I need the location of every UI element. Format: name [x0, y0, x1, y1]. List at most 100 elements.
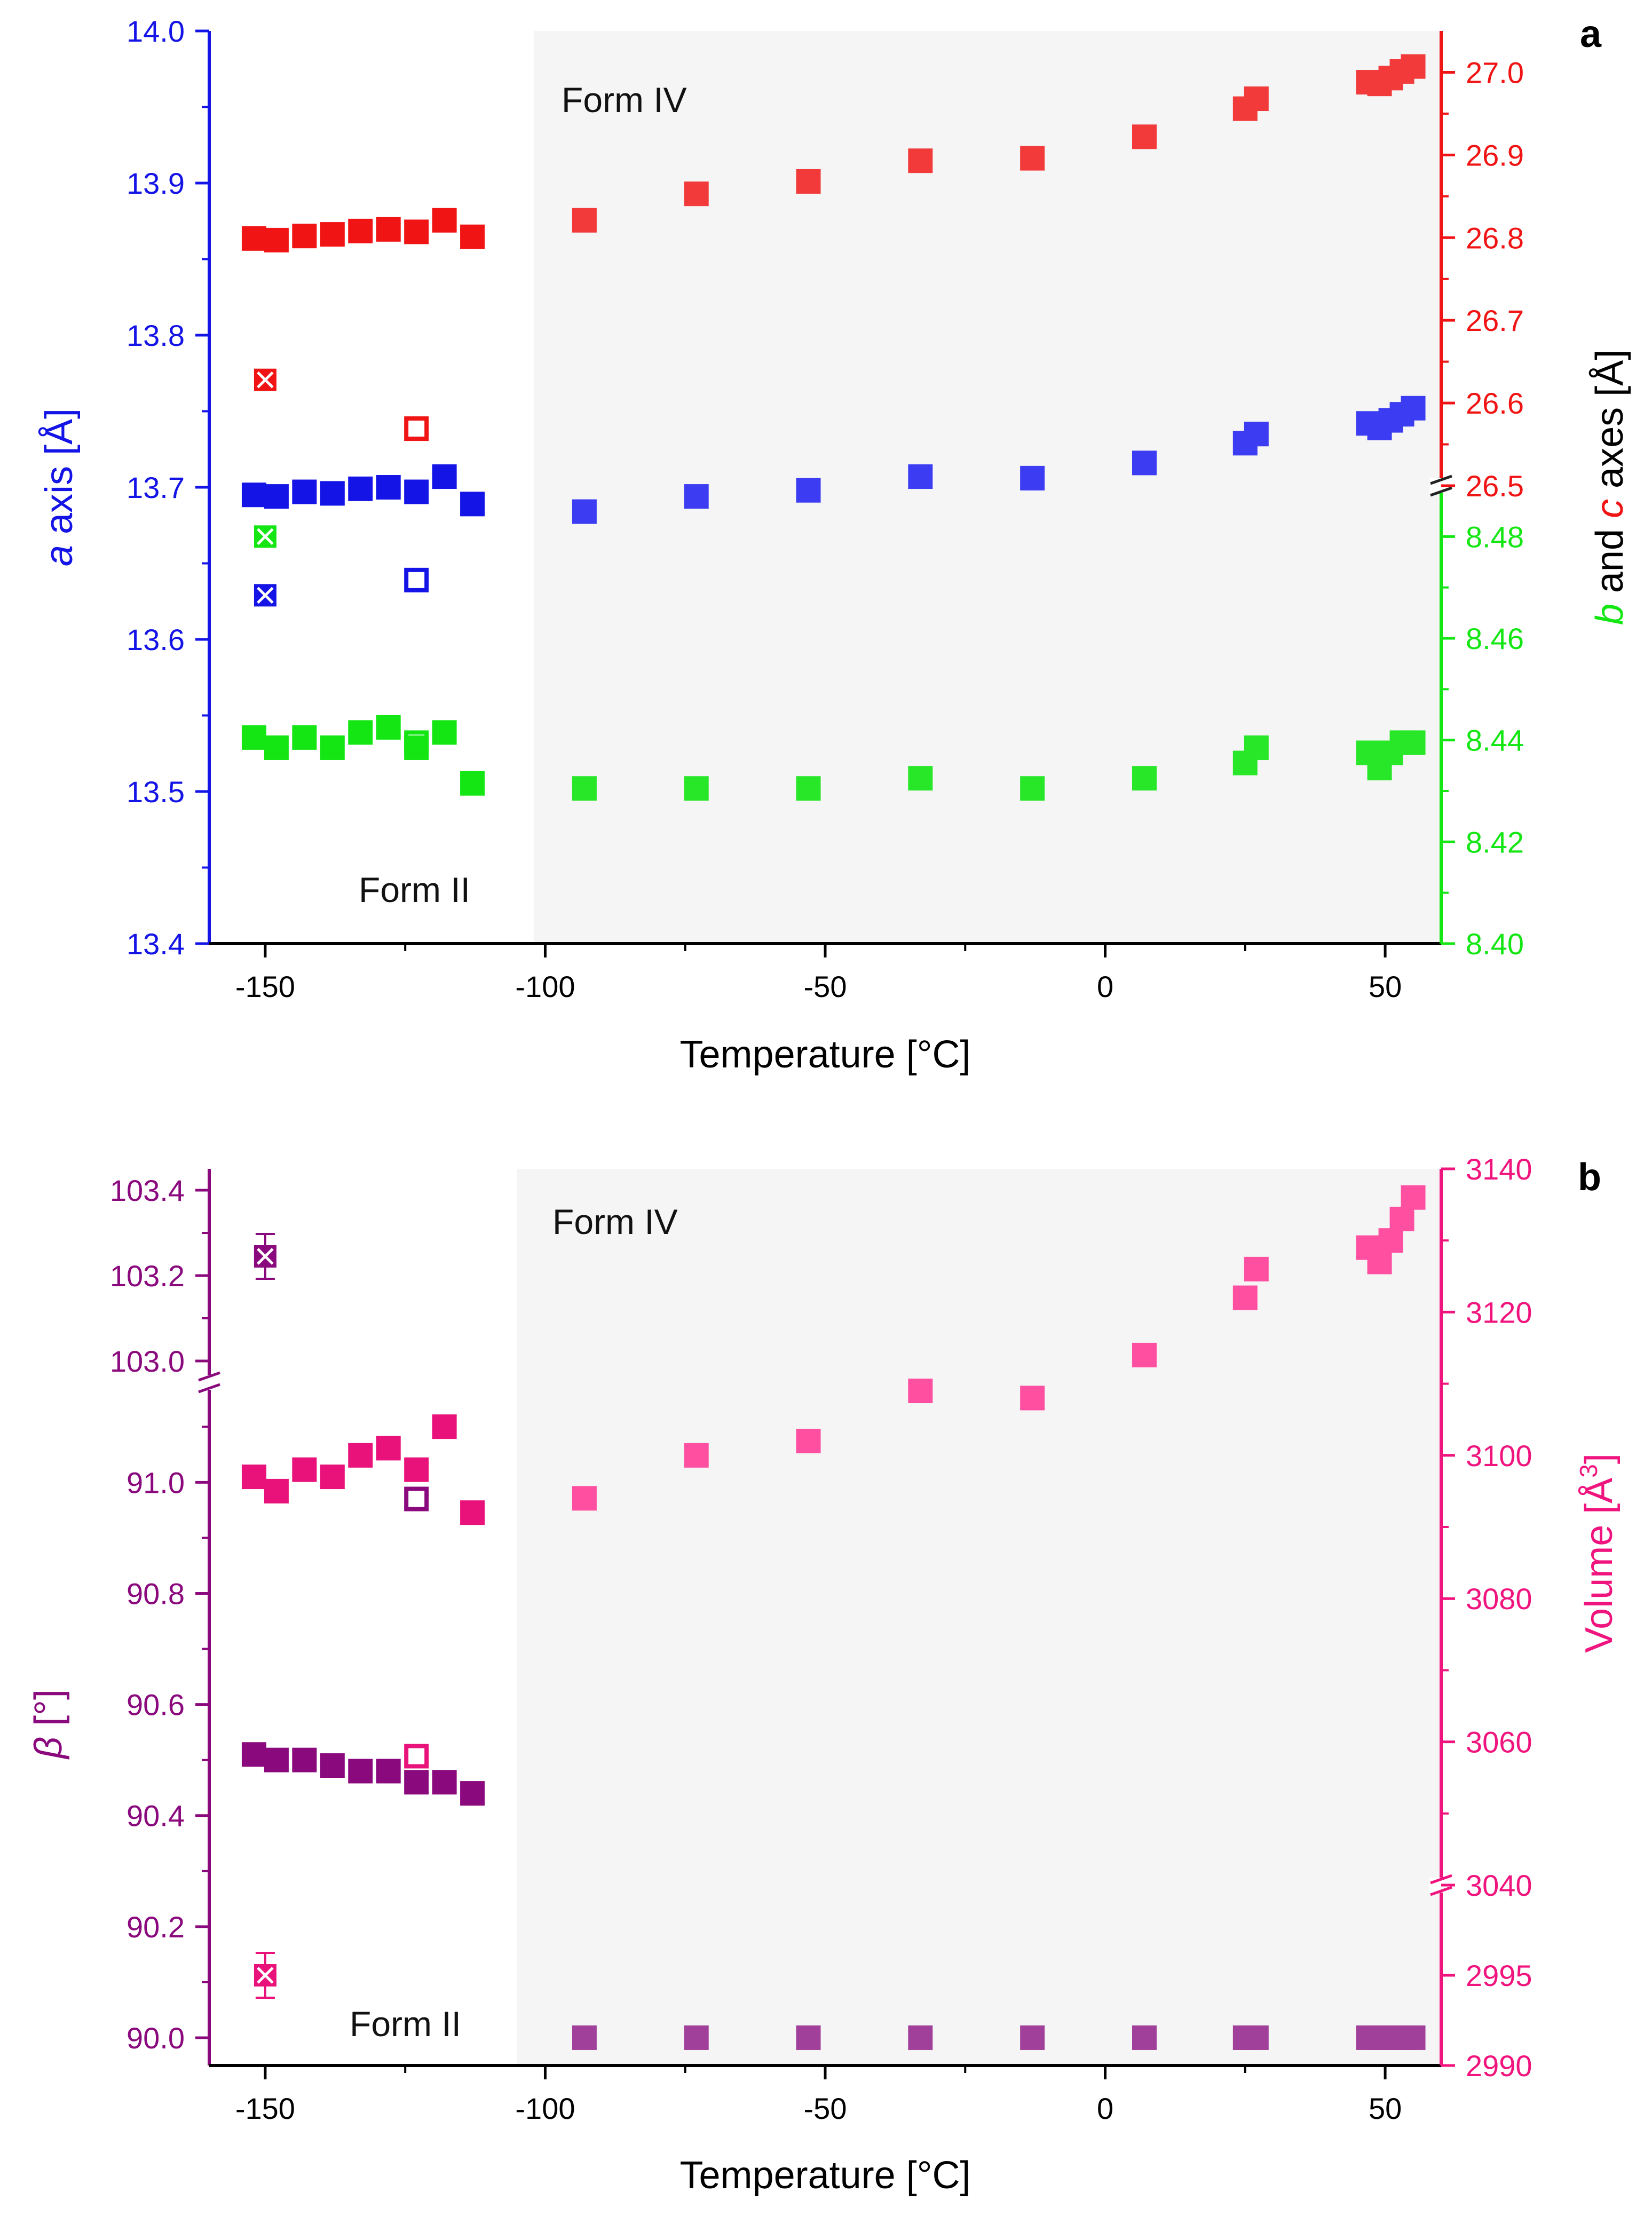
right-axis-break-b-slash-1 [1430, 1874, 1452, 1885]
x-tick-label: -100 [515, 2092, 575, 2125]
data-point-a-s8-1 [264, 227, 289, 252]
data-point-a-s5-3 [908, 766, 933, 791]
x-axis-title: Temperature [°C] [680, 1033, 971, 1076]
left-lower-tick-label: 90.8 [127, 1577, 185, 1610]
data-point-b-s4-7 [432, 1414, 457, 1439]
x-tick-label: 50 [1369, 970, 1402, 1003]
left-tick-label: 13.5 [127, 775, 185, 809]
data-point-a-s1-2 [796, 478, 821, 503]
data-point-b-s5-4 [1020, 1386, 1045, 1411]
form-iv-label-b: Form IV [552, 1202, 678, 1241]
data-point-b-s5-10 [1378, 1228, 1403, 1253]
data-point-b-s3-0-cross-2 [257, 1248, 274, 1265]
left-tick-label: 13.8 [127, 319, 185, 352]
data-point-a-s1-0 [572, 499, 597, 524]
right-lower-tick-label: 8.44 [1466, 724, 1524, 757]
data-point-a-s5-7 [1244, 735, 1269, 760]
data-point-a-s9-1 [684, 181, 709, 207]
data-point-a-s4-7 [432, 720, 457, 745]
data-point-a-s1-5 [1132, 450, 1157, 476]
data-point-a-s1-4 [1020, 465, 1045, 490]
data-point-a-s8-3 [320, 222, 345, 247]
data-point-a-s11-0-cross-2 [257, 371, 274, 389]
data-point-a-s0-8 [460, 492, 485, 517]
left-upper-tick-label: 103.4 [110, 1174, 185, 1207]
data-point-a-s11-0 [254, 368, 276, 391]
right-axis-title-rest: axes [Å] [1588, 350, 1631, 499]
form-iv-region [534, 31, 1442, 944]
data-point-a-s0-0 [241, 482, 266, 508]
data-point-a-s4-3 [320, 735, 345, 760]
left-axis-break-slash-1 [198, 1371, 220, 1382]
left-tick-label: 13.9 [127, 167, 185, 200]
data-point-a-s1-12 [1401, 395, 1426, 421]
right-upper-tick-label: 26.9 [1466, 138, 1524, 172]
data-point-a-s4-8 [460, 771, 485, 796]
data-point-b-s3-0 [254, 1245, 276, 1268]
data-point-a-s5-2 [796, 776, 821, 801]
x-axis-title-b: Temperature [°C] [680, 2154, 971, 2197]
right-axis-break-b-slash-2 [1430, 1886, 1452, 1896]
right-upper-tick-label: 27.0 [1466, 56, 1524, 89]
right-lower-tick-label: 8.48 [1466, 520, 1524, 553]
data-point-a-s8-7 [432, 208, 457, 233]
form-ii-label: Form II [359, 870, 470, 909]
data-point-b-s5-5 [1132, 1342, 1157, 1367]
left-lower-tick-label: 90.0 [127, 2021, 185, 2055]
data-point-a-s7-0-cross-2 [257, 528, 274, 545]
x-tick-label: -50 [804, 2092, 847, 2125]
data-point-b-s5-6 [1232, 1285, 1258, 1310]
data-point-a-s0-4 [348, 476, 373, 501]
right-lower-tick-label-b: 2990 [1466, 2049, 1532, 2083]
data-point-b-s4-4 [348, 1443, 373, 1468]
right-upper-tick-label-b: 3120 [1466, 1295, 1532, 1329]
data-point-a-s4-1 [264, 735, 289, 760]
data-point-a-s0-2 [292, 479, 317, 504]
panel-letter-a: a [1580, 13, 1602, 56]
right-lower-tick-label: 8.42 [1466, 825, 1524, 859]
data-point-b-s0-7 [432, 1770, 457, 1795]
data-point-a-s8-8 [460, 224, 485, 249]
left-axis-break-slash-2 [198, 1383, 220, 1394]
data-point-b-s4-6 [404, 1457, 429, 1482]
right-axis-title-and: and [1588, 518, 1631, 604]
data-point-a-s10-0 [404, 416, 429, 441]
data-point-a-s6-0 [404, 730, 429, 755]
data-point-a-s8-6 [404, 219, 429, 244]
data-point-a-s9-3 [908, 148, 933, 173]
data-point-b-s5-11 [1389, 1206, 1414, 1231]
data-point-b-s0-3 [320, 1753, 345, 1778]
right-axis-title-b-end: ] [1578, 1453, 1621, 1464]
left-tick-label: 13.7 [127, 471, 185, 504]
data-point-a-s8-4 [348, 218, 373, 243]
left-upper-tick-label: 103.0 [110, 1344, 185, 1378]
data-point-b-s0-1 [264, 1747, 289, 1772]
right-axis-title: b and c axes [Å] [1588, 350, 1631, 625]
data-point-a-s3-0 [254, 584, 276, 607]
left-lower-tick-label: 90.4 [127, 1799, 185, 1833]
data-point-a-s1-3 [908, 464, 933, 489]
left-upper-tick-label: 103.2 [110, 1259, 185, 1293]
left-axis-title-b-rest: [°] [27, 1689, 70, 1737]
data-point-a-s9-2 [796, 169, 821, 194]
left-axis-title-italic: a [38, 545, 81, 566]
data-point-b-s0-8 [460, 1781, 485, 1806]
right-upper-tick-label: 26.8 [1466, 221, 1524, 255]
right-upper-tick-label-b: 3080 [1466, 1582, 1532, 1616]
data-point-b-s5-0 [572, 1486, 597, 1511]
data-point-b-s1-0 [572, 2025, 597, 2050]
data-point-a-s9-0 [572, 208, 597, 233]
data-point-b-s7-0-cross-2 [257, 1967, 274, 1984]
right-lower-tick-label-b: 2995 [1466, 1959, 1532, 1992]
data-point-b-s5-12 [1401, 1185, 1426, 1210]
right-axis-title-b-sup: 3 [1575, 1464, 1602, 1478]
data-point-b-s6-0 [404, 1744, 429, 1769]
left-axis-break [197, 1371, 221, 1394]
right-upper-tick-label: 26.6 [1466, 386, 1524, 420]
data-point-a-s5-5 [1132, 766, 1157, 791]
data-point-a-s9-4 [1020, 146, 1045, 171]
data-point-b-s1-12 [1401, 2025, 1426, 2050]
data-point-b-s4-0 [241, 1465, 266, 1490]
left-tick-label: 13.4 [127, 927, 185, 961]
data-point-a-s9-12 [1401, 54, 1426, 79]
